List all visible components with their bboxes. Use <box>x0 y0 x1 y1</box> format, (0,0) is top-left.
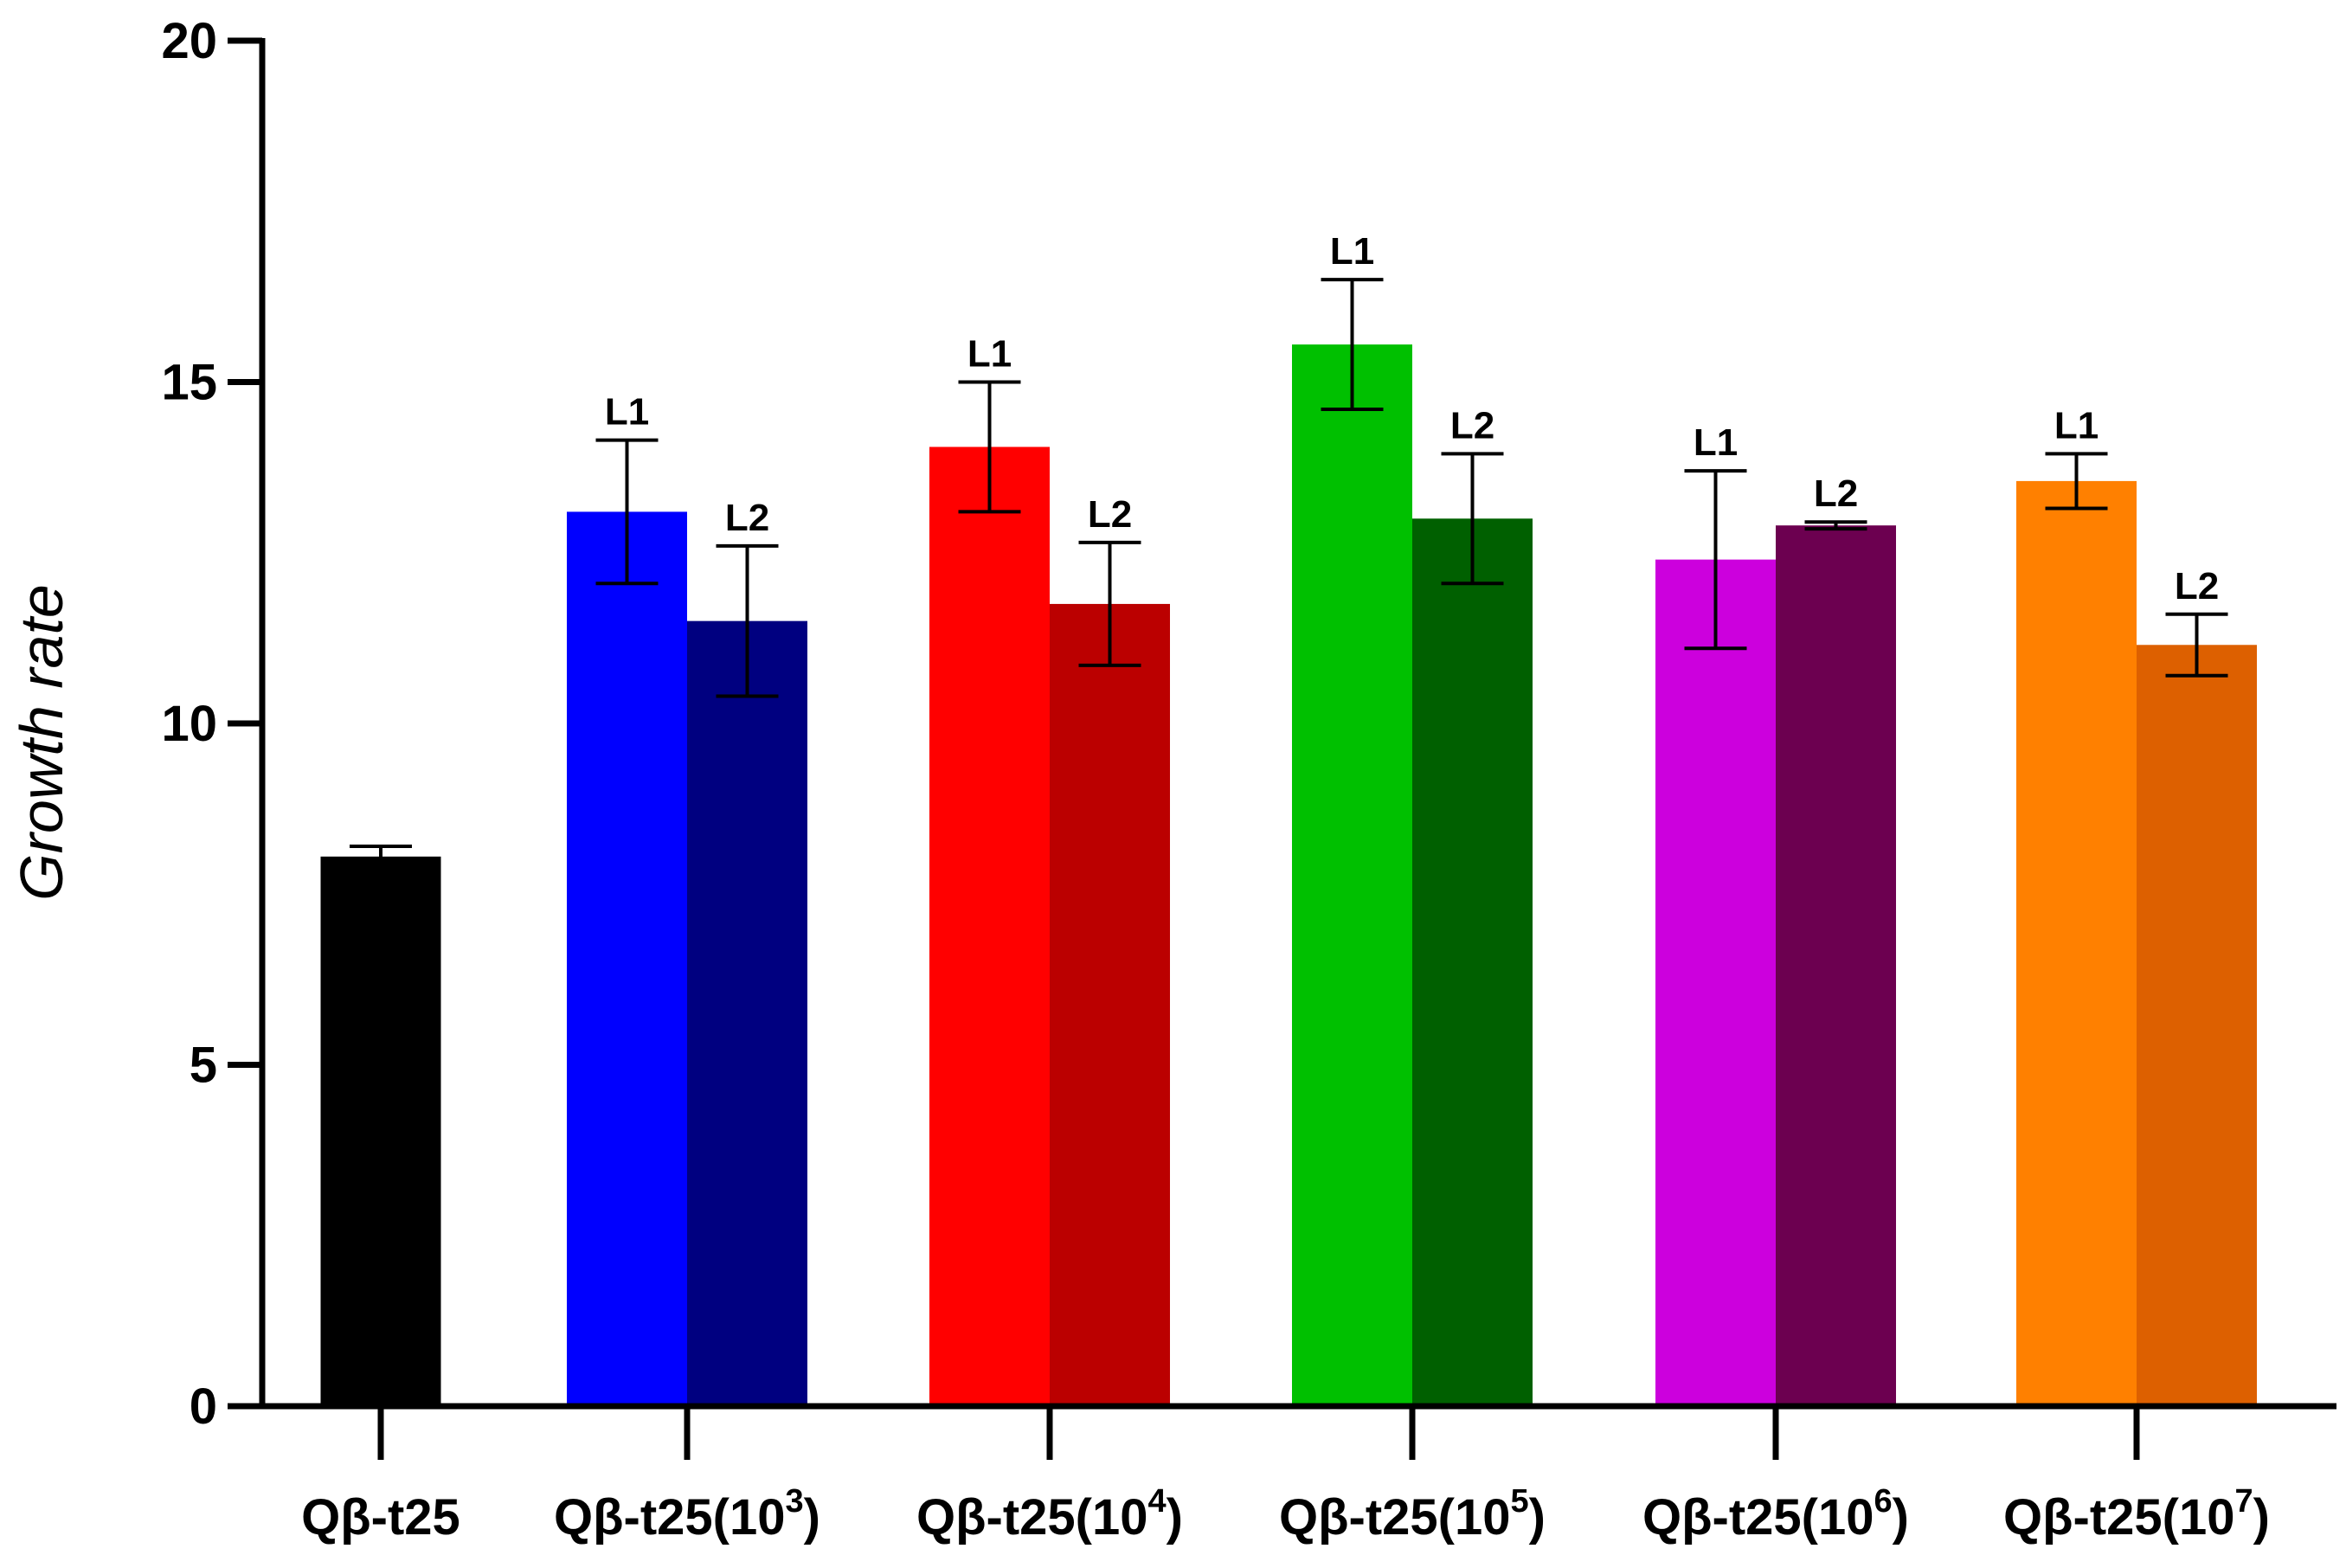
bar-series-tag: L2 <box>2175 565 2219 607</box>
bar-series-tag: L2 <box>725 497 769 539</box>
bar-series-tag: L2 <box>1814 472 1858 515</box>
bar <box>1292 344 1412 1407</box>
bar-series-tag: L2 <box>1088 493 1132 536</box>
bar-series-tag: L2 <box>1450 404 1494 447</box>
bars-layer <box>320 344 2257 1407</box>
y-tick-label: 0 <box>190 1378 217 1435</box>
bar-series-tag: L1 <box>2054 404 2099 447</box>
bar <box>320 856 441 1406</box>
y-tick-label: 5 <box>190 1038 217 1094</box>
x-category-label: Qβ-t25(105) <box>1279 1483 1546 1546</box>
bar-series-tag: L1 <box>1330 230 1374 273</box>
bar <box>1050 603 1170 1406</box>
bar <box>2016 480 2137 1406</box>
error-bars-layer <box>350 278 2228 869</box>
x-ticks-layer: Qβ-t25 Qβ-t25(103) Qβ-t25(104) Qβ-t25(105) Q… <box>301 1406 2270 1546</box>
bar <box>567 511 687 1407</box>
bar-series-tag: L1 <box>967 333 1012 376</box>
x-category-label: Qβ-t25 <box>301 1489 460 1546</box>
bar-series-tag: L1 <box>1694 421 1738 464</box>
bar-tags-layer: L1 L2 L1 L2 L1 L2 L1 L2 L1 L2 <box>605 230 2219 607</box>
bar-series-tag: L1 <box>605 391 649 434</box>
bar <box>2137 645 2257 1406</box>
x-category-label: Qβ-t25(107) <box>2003 1483 2270 1546</box>
x-category-label: Qβ-t25(104) <box>916 1483 1183 1546</box>
y-tick-label: 15 <box>161 355 217 411</box>
x-category-label: Qβ-t25(106) <box>1642 1483 1909 1546</box>
bar <box>929 447 1050 1406</box>
y-tick-label: 10 <box>161 696 217 752</box>
y-tick-label: 20 <box>161 13 217 69</box>
bar <box>1412 518 1533 1406</box>
bar <box>687 620 807 1406</box>
bar <box>1776 525 1896 1406</box>
y-axis-title: Growth rate <box>8 584 75 901</box>
bar <box>1655 559 1776 1406</box>
y-ticks-layer: 0 5 10 15 20 <box>161 13 262 1435</box>
x-category-label: Qβ-t25(103) <box>554 1483 820 1546</box>
